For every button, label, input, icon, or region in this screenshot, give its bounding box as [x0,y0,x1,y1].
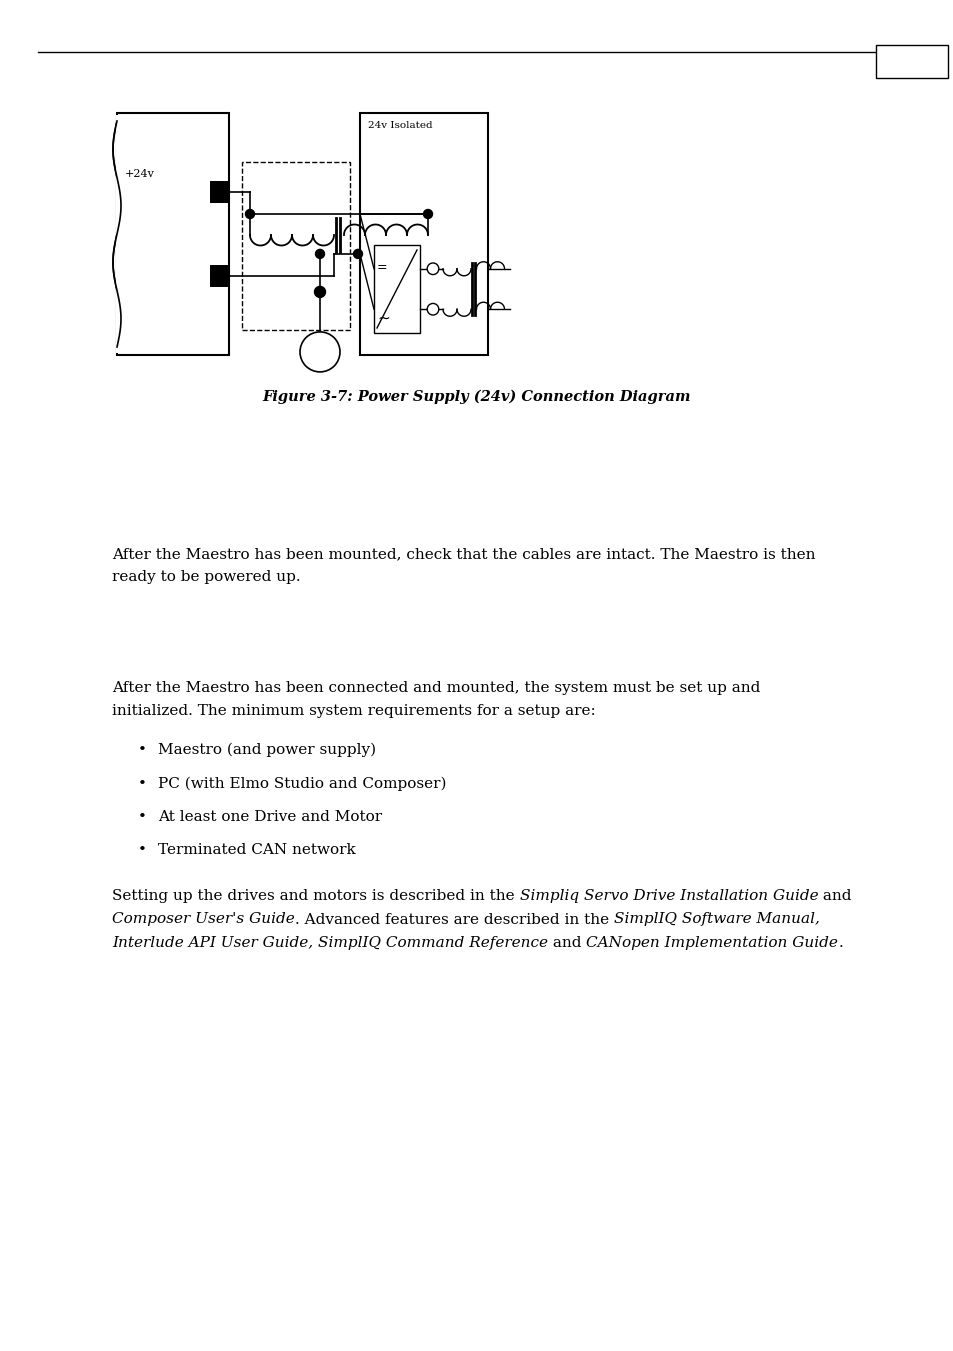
Text: •: • [137,777,146,790]
Text: Terminated CAN network: Terminated CAN network [158,843,355,858]
Bar [210,181,228,203]
Text: At least one Drive and Motor: At least one Drive and Motor [158,811,382,824]
Bar [210,265,228,288]
Text: Simpliq Servo Drive Installation Guide: Simpliq Servo Drive Installation Guide [519,889,818,902]
Text: PC (with Elmo Studio and Composer): PC (with Elmo Studio and Composer) [158,777,446,790]
Circle shape [354,250,362,258]
Text: Composer User's Guide: Composer User's Guide [112,912,294,927]
Circle shape [427,304,438,315]
Text: .: . [838,936,842,950]
Text: •: • [137,811,146,824]
Circle shape [427,263,438,274]
Text: •: • [137,843,146,858]
Bar [374,245,419,332]
Bar [875,45,947,78]
Text: initialized. The minimum system requirements for a setup are:: initialized. The minimum system requirem… [112,704,595,717]
Bar [242,162,350,330]
Text: Maestro (and power supply): Maestro (and power supply) [158,743,375,758]
Text: and: and [818,889,851,902]
Circle shape [245,209,254,219]
Text: =: = [376,261,387,274]
Circle shape [299,332,339,372]
Text: and: and [547,936,586,950]
Text: ~: ~ [376,311,390,326]
Text: Figure 3-7: Power Supply (24v) Connection Diagram: Figure 3-7: Power Supply (24v) Connectio… [262,390,691,404]
Circle shape [315,250,324,258]
Text: Setting up the drives and motors is described in the: Setting up the drives and motors is desc… [112,889,519,902]
Circle shape [423,209,432,219]
Text: After the Maestro has been mounted, check that the cables are intact. The Maestr: After the Maestro has been mounted, chec… [112,547,815,561]
Bar [116,115,122,353]
Text: •: • [137,743,146,757]
Circle shape [314,286,325,297]
Text: SimplIQ Software Manual,: SimplIQ Software Manual, [613,912,819,927]
Text: . Advanced features are described in the: . Advanced features are described in the [294,912,613,927]
Text: After the Maestro has been connected and mounted, the system must be set up and: After the Maestro has been connected and… [112,681,760,694]
Text: Interlude API User Guide, SimplIQ Command Reference: Interlude API User Guide, SimplIQ Comman… [112,936,547,950]
Text: +24v: +24v [125,169,154,178]
Bar [359,113,488,355]
Text: CANopen Implementation Guide: CANopen Implementation Guide [586,936,838,950]
Bar [117,113,229,355]
Text: 24v Isolated: 24v Isolated [368,122,432,130]
Text: ready to be powered up.: ready to be powered up. [112,570,300,584]
